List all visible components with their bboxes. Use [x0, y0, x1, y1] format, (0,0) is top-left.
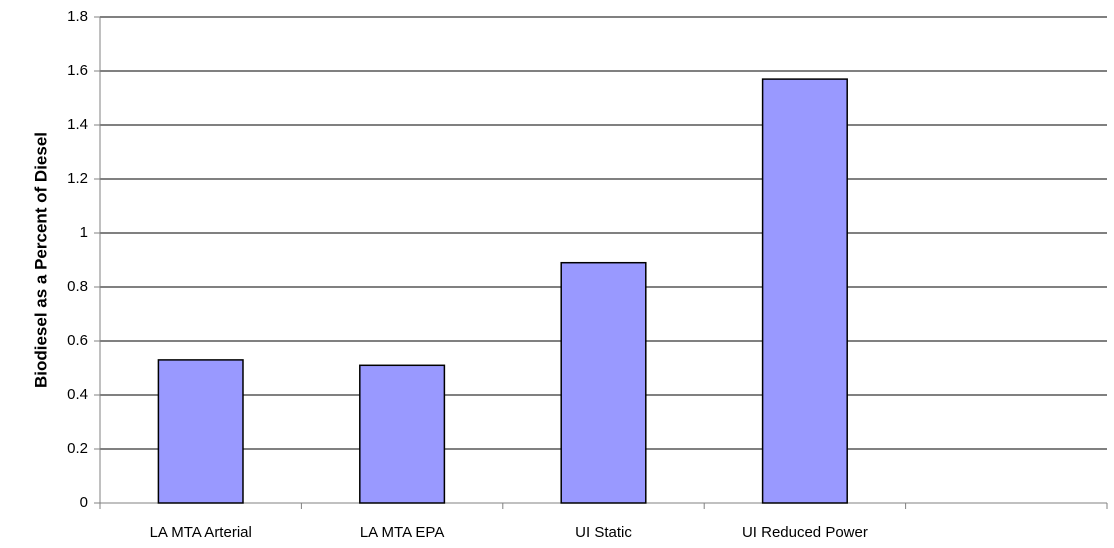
- y-tick-label: 0.6: [67, 332, 88, 349]
- x-tick-label: UI Reduced Power: [742, 524, 868, 541]
- x-tick-label: UI Static: [575, 524, 632, 541]
- y-axis-title: Biodiesel as a Percent of Diesel: [31, 132, 50, 388]
- y-tick-label: 1.6: [67, 62, 88, 79]
- y-tick-label: 0.4: [67, 386, 88, 403]
- y-tick-label: 0.2: [67, 440, 88, 457]
- y-tick-label: 0.8: [67, 278, 88, 295]
- bar: [157, 359, 244, 504]
- bar: [560, 261, 647, 504]
- y-tick-label: 1.2: [67, 170, 88, 187]
- y-tick-label: 1: [80, 224, 88, 241]
- x-tick-label: LA MTA EPA: [360, 524, 444, 541]
- y-tick-label: 1.8: [67, 8, 88, 25]
- bar: [761, 78, 848, 504]
- bar: [359, 364, 446, 504]
- y-tick-label: 0: [80, 494, 88, 511]
- x-tick-label: LA MTA Arterial: [150, 524, 252, 541]
- y-tick-label: 1.4: [67, 116, 88, 133]
